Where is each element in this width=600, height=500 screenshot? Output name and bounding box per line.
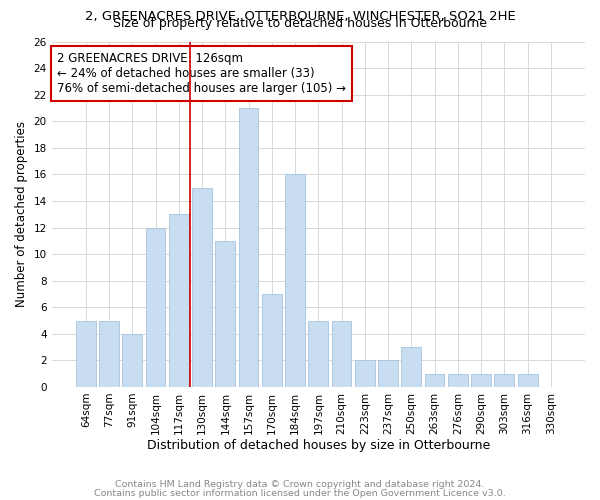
Bar: [471, 374, 491, 387]
Bar: [285, 174, 305, 387]
Bar: [262, 294, 282, 387]
Bar: [122, 334, 142, 387]
Bar: [518, 374, 538, 387]
Y-axis label: Number of detached properties: Number of detached properties: [15, 121, 28, 307]
Bar: [355, 360, 375, 387]
Bar: [192, 188, 212, 387]
Bar: [332, 320, 352, 387]
Bar: [239, 108, 259, 387]
Text: Contains HM Land Registry data © Crown copyright and database right 2024.: Contains HM Land Registry data © Crown c…: [115, 480, 485, 489]
Bar: [448, 374, 468, 387]
Bar: [308, 320, 328, 387]
Bar: [378, 360, 398, 387]
Text: 2, GREENACRES DRIVE, OTTERBOURNE, WINCHESTER, SO21 2HE: 2, GREENACRES DRIVE, OTTERBOURNE, WINCHE…: [85, 10, 515, 23]
Text: Size of property relative to detached houses in Otterbourne: Size of property relative to detached ho…: [113, 18, 487, 30]
Bar: [215, 241, 235, 387]
Bar: [146, 228, 166, 387]
Text: Contains public sector information licensed under the Open Government Licence v3: Contains public sector information licen…: [94, 488, 506, 498]
Bar: [401, 347, 421, 387]
Bar: [76, 320, 95, 387]
Bar: [425, 374, 445, 387]
X-axis label: Distribution of detached houses by size in Otterbourne: Distribution of detached houses by size …: [147, 440, 490, 452]
Bar: [99, 320, 119, 387]
Text: 2 GREENACRES DRIVE: 126sqm
← 24% of detached houses are smaller (33)
76% of semi: 2 GREENACRES DRIVE: 126sqm ← 24% of deta…: [57, 52, 346, 95]
Bar: [494, 374, 514, 387]
Bar: [169, 214, 188, 387]
